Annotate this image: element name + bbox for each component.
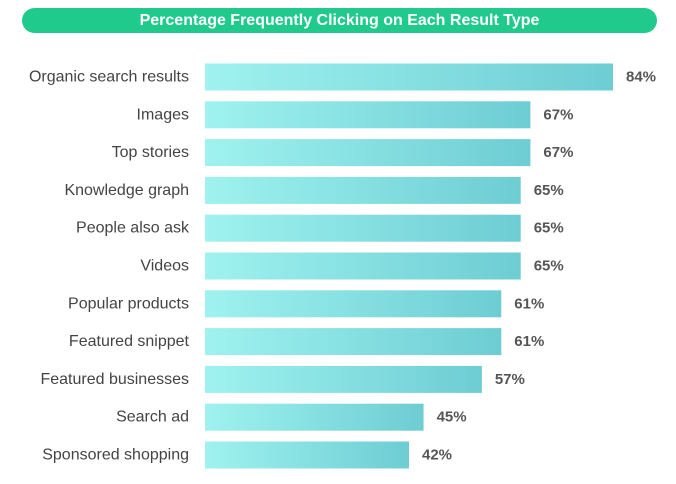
value-label: 84% [626,69,656,86]
bar [205,290,502,318]
category-label: Featured snippet [69,333,190,350]
value-label: 65% [534,220,564,237]
category-label: Knowledge graph [64,182,189,199]
bar [205,365,482,393]
value-label: 42% [422,447,452,464]
bar [205,441,409,469]
category-label: Featured businesses [40,371,189,388]
value-label: 65% [534,182,564,199]
value-label: 61% [514,333,544,350]
value-label: 67% [543,106,573,123]
category-label: Videos [140,258,189,275]
category-label: Popular products [68,295,189,312]
bars-group: Organic search results 84% Images 67% Top st… [29,63,656,469]
bar [205,252,521,280]
value-label: 65% [534,258,564,275]
category-label: People also ask [76,220,190,237]
chart-title: Percentage Frequently Clicking on Each R… [22,8,657,33]
value-label: 67% [543,144,573,161]
bar [205,328,502,356]
bar [205,176,521,204]
category-label: Images [137,106,189,123]
category-label: Organic search results [29,69,189,86]
value-label: 57% [495,371,525,388]
category-label: Search ad [116,409,189,426]
value-label: 45% [437,409,467,426]
bar [205,101,531,129]
bar [205,403,424,431]
bar [205,63,613,91]
value-label: 61% [514,295,544,312]
bar [205,139,531,167]
category-label: Top stories [112,144,189,161]
bar [205,214,521,242]
category-label: Sponsored shopping [42,447,189,464]
